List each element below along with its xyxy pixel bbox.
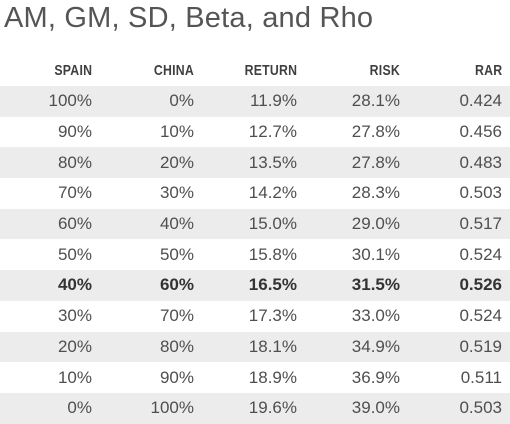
portfolio-table: SPAIN CHINA RETURN RISK RAR 100% 0% 11.9% 2…	[0, 54, 510, 424]
risk-cell: 28.3%	[351, 183, 400, 203]
spain-cell: 50%	[57, 244, 92, 264]
spain-cell: 70%	[57, 183, 92, 203]
risk-cell: 30.1%	[351, 244, 400, 264]
table-row: 100% 0% 11.9% 28.1% 0.424	[0, 86, 510, 117]
header-spain: SPAIN	[54, 61, 92, 79]
china-cell: 30%	[159, 183, 194, 203]
risk-cell: 36.9%	[351, 367, 400, 387]
rar-cell: 0.483	[408, 147, 510, 179]
risk-cell: 29.0%	[305, 208, 408, 240]
risk-cell: 28.1%	[305, 86, 408, 117]
return-cell: 15.8%	[248, 244, 297, 264]
china-cell: 20%	[100, 147, 202, 179]
spain-cell: 100%	[0, 86, 100, 117]
china-cell: 50%	[159, 244, 194, 264]
table-row: 80% 20% 13.5% 27.8% 0.483	[0, 147, 510, 179]
return-cell: 14.2%	[248, 183, 297, 203]
spain-cell: 80%	[0, 147, 100, 179]
china-cell: 10%	[159, 122, 194, 142]
table-row: 30% 70% 17.3% 33.0% 0.524	[0, 301, 510, 332]
return-cell: 16.5%	[202, 270, 305, 301]
risk-cell: 34.9%	[305, 331, 408, 363]
table-row: 0% 100% 19.6% 39.0% 0.503	[0, 392, 510, 424]
return-cell: 15.0%	[202, 208, 305, 240]
spain-cell: 30%	[57, 306, 92, 326]
table-row: 50% 50% 15.8% 30.1% 0.524	[0, 239, 510, 270]
header-return: RETURN	[244, 61, 297, 79]
rar-cell: 0.503	[408, 392, 510, 424]
return-cell: 11.9%	[202, 86, 305, 117]
china-cell: 100%	[100, 392, 202, 424]
header-risk: RISK	[369, 61, 400, 79]
return-cell: 13.5%	[202, 147, 305, 179]
spain-cell: 20%	[0, 331, 100, 363]
rar-cell: 0.519	[408, 331, 510, 363]
risk-cell: 33.0%	[351, 306, 400, 326]
table-row: 40% 60% 16.5% 31.5% 0.526	[0, 270, 510, 301]
rar-cell: 0.524	[459, 306, 502, 326]
return-cell: 18.9%	[248, 367, 297, 387]
header-china: CHINA	[153, 61, 194, 79]
return-cell: 18.1%	[202, 331, 305, 363]
return-cell: 19.6%	[202, 392, 305, 424]
rar-cell: 0.526	[408, 270, 510, 301]
china-cell: 40%	[100, 208, 202, 240]
table-row: 70% 30% 14.2% 28.3% 0.503	[0, 178, 510, 209]
china-cell: 90%	[159, 367, 194, 387]
china-cell: 0%	[100, 86, 202, 117]
risk-cell: 39.0%	[305, 392, 408, 424]
page-title: AM, GM, SD, Beta, and Rho	[4, 2, 374, 34]
rar-cell: 0.424	[408, 86, 510, 117]
table-row: 90% 10% 12.7% 27.8% 0.456	[0, 117, 510, 148]
return-cell: 17.3%	[248, 306, 297, 326]
risk-cell: 27.8%	[305, 147, 408, 179]
spain-cell: 60%	[0, 208, 100, 240]
rar-cell: 0.511	[460, 367, 502, 387]
header-row: SPAIN CHINA RETURN RISK RAR	[0, 54, 510, 86]
table-row: 10% 90% 18.9% 36.9% 0.511	[0, 362, 510, 393]
spain-cell: 0%	[0, 392, 100, 424]
rar-cell: 0.503	[459, 183, 502, 203]
china-cell: 80%	[100, 331, 202, 363]
return-cell: 12.7%	[248, 122, 297, 142]
header-rar: RAR	[474, 61, 502, 79]
spain-cell: 10%	[57, 367, 92, 387]
spain-cell: 90%	[57, 122, 92, 142]
china-cell: 70%	[159, 306, 194, 326]
rar-cell: 0.517	[408, 208, 510, 240]
table-body: 100% 0% 11.9% 28.1% 0.424 90% 10% 12.7% 27.8% 0.4…	[0, 86, 510, 424]
rar-cell: 0.456	[459, 122, 502, 142]
risk-cell: 31.5%	[305, 270, 408, 301]
table-row: 20% 80% 18.1% 34.9% 0.519	[0, 331, 510, 363]
risk-cell: 27.8%	[351, 122, 400, 142]
rar-cell: 0.524	[459, 244, 502, 264]
spain-cell: 40%	[0, 270, 100, 301]
china-cell: 60%	[100, 270, 202, 301]
table-row: 60% 40% 15.0% 29.0% 0.517	[0, 208, 510, 240]
